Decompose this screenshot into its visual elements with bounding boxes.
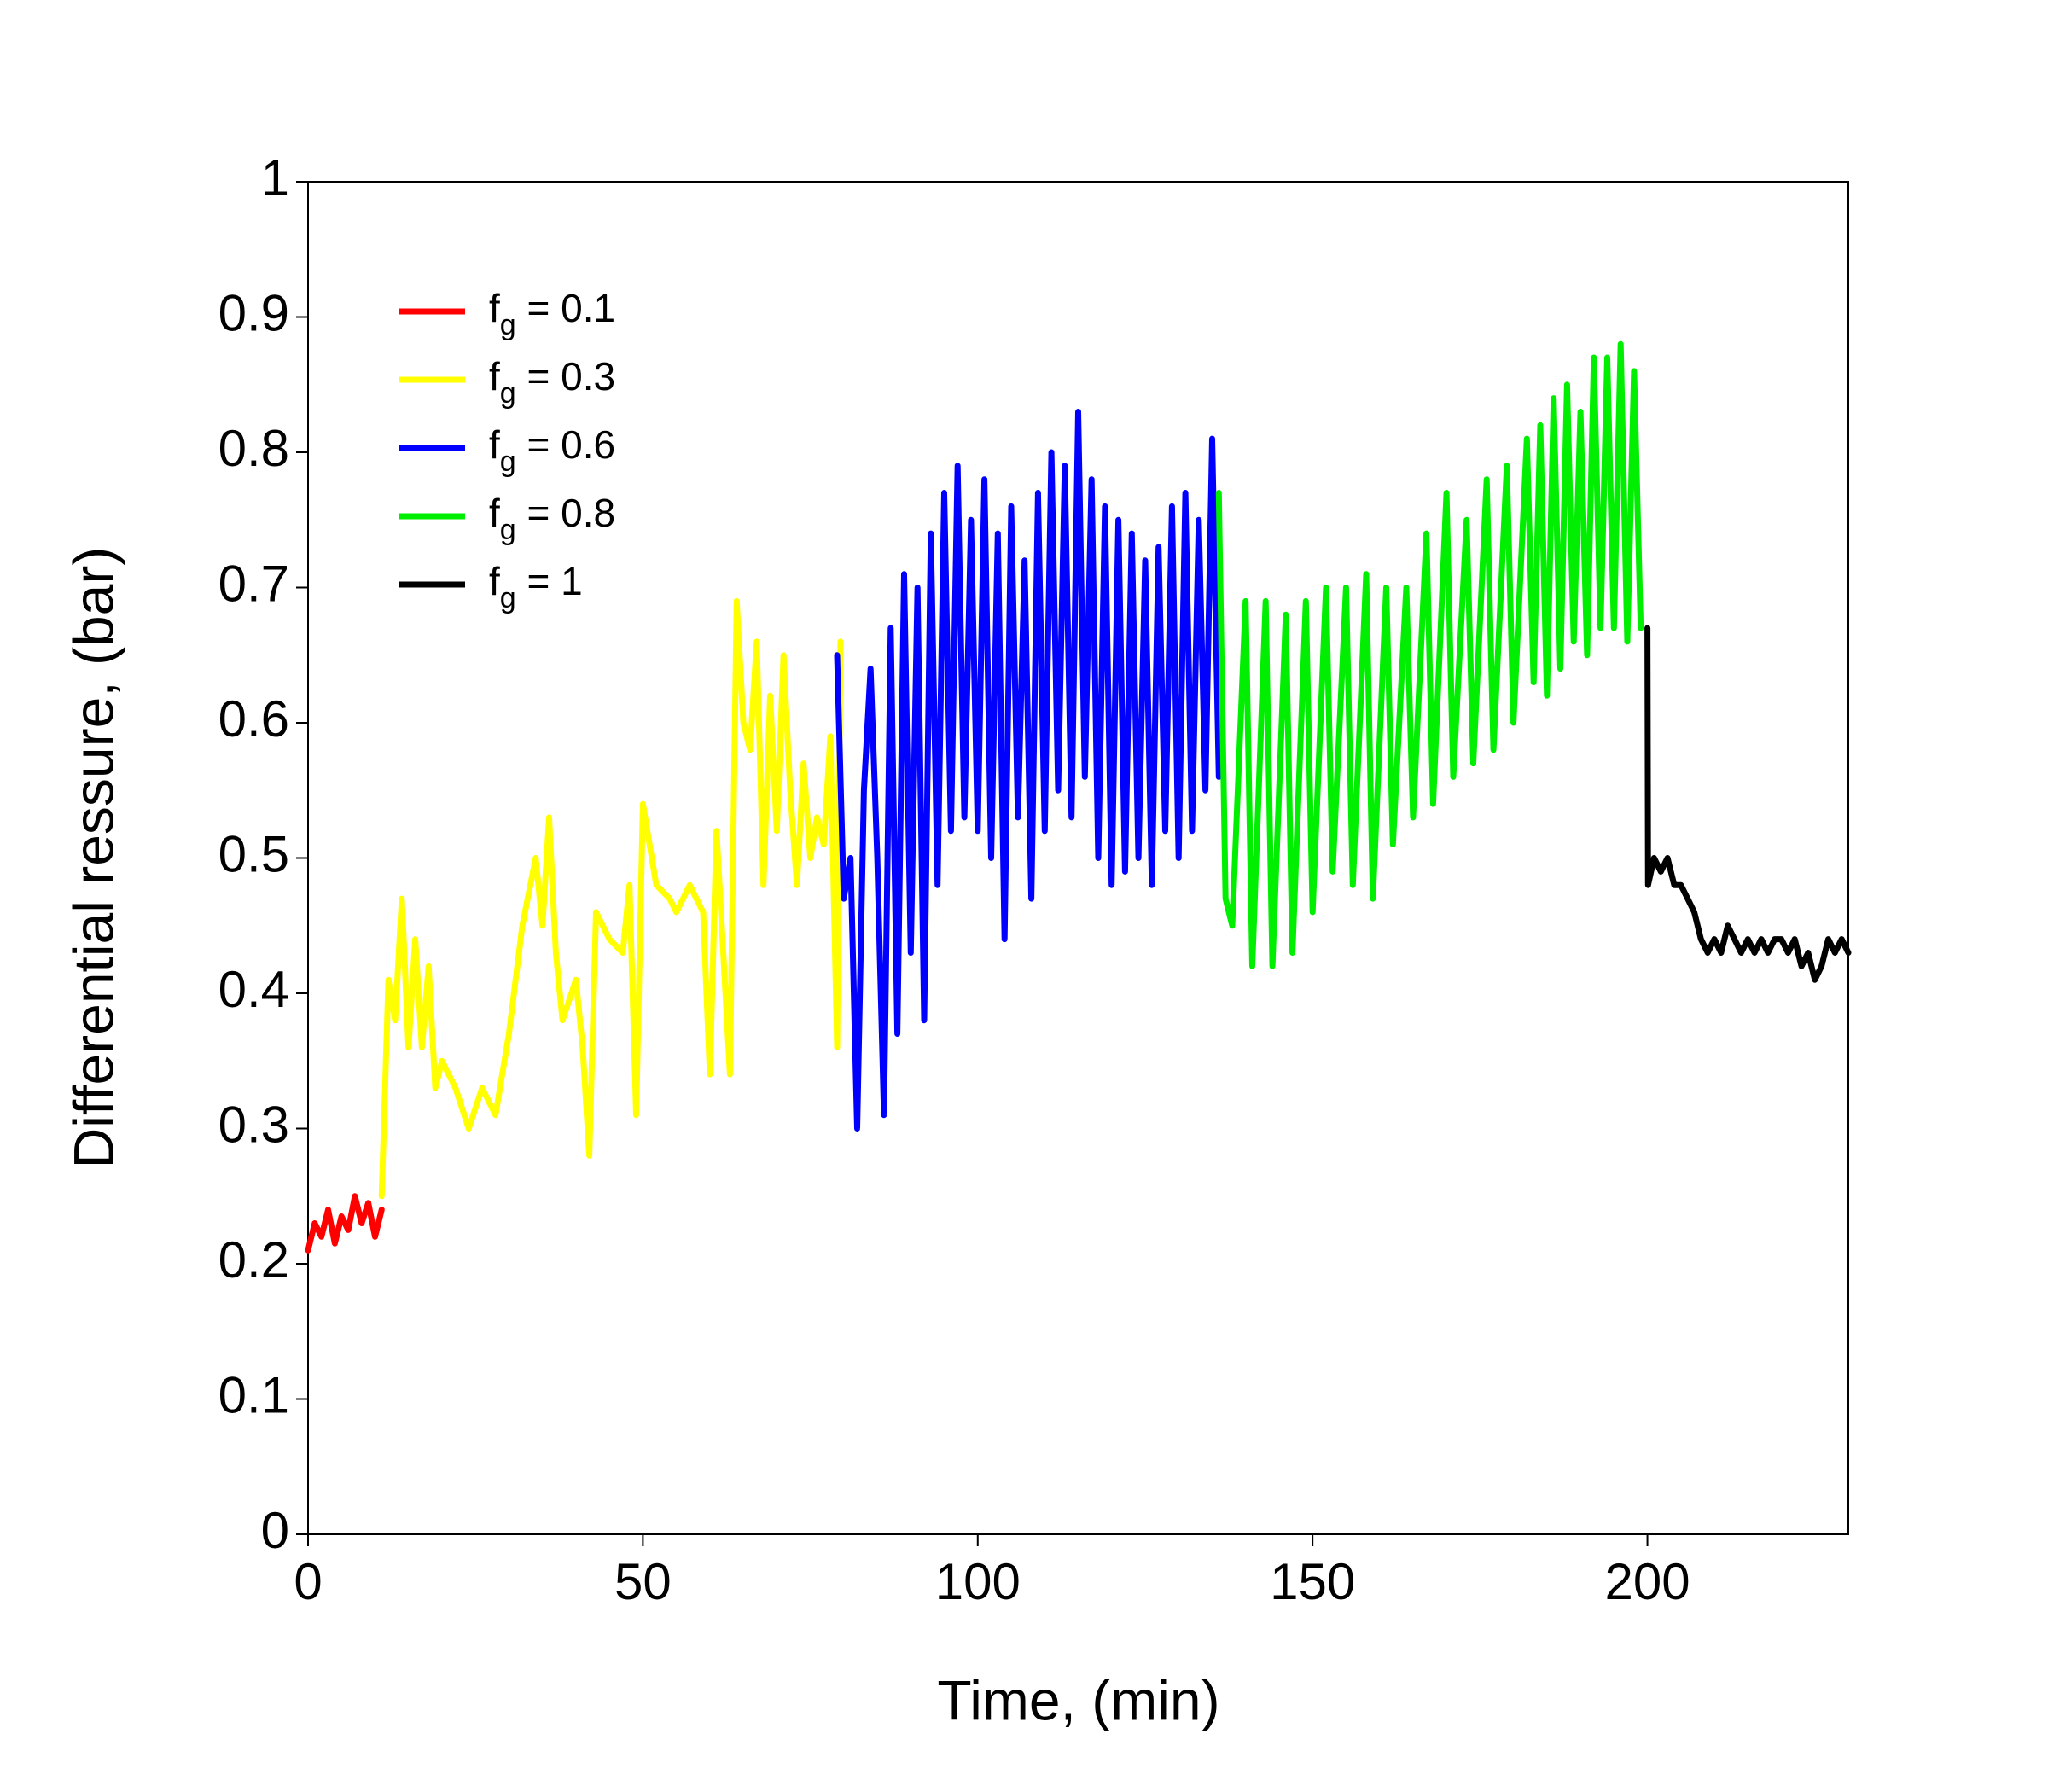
y-tick-label: 0.3 (218, 1096, 289, 1153)
legend-label: fg = 1 (489, 559, 583, 614)
legend-label-part: = 0.1 (516, 286, 615, 330)
legend-label-part: g (500, 377, 516, 410)
y-tick-label: 0.9 (218, 284, 289, 341)
x-axis-title: Time, (min) (937, 1668, 1219, 1731)
y-tick-label: 0.4 (218, 961, 289, 1018)
legend-label-part: f (489, 354, 500, 399)
legend-label-part: g (500, 582, 516, 614)
legend-label-part: = 0.6 (516, 422, 615, 467)
legend-label-part: = 1 (516, 559, 583, 603)
y-tick-label: 0 (261, 1502, 289, 1559)
legend-label-part: g (500, 514, 516, 546)
data-line (834, 409, 1222, 1132)
x-tick-label: 100 (935, 1553, 1021, 1610)
legend-label: fg = 0.6 (489, 422, 615, 478)
data-line (1644, 625, 1852, 983)
legend-label-part: = 0.3 (516, 354, 615, 399)
y-tick-label: 0.6 (218, 690, 289, 748)
legend-label-part: f (489, 422, 500, 467)
legend-label-part: f (489, 491, 500, 535)
x-tick-label: 150 (1270, 1553, 1355, 1610)
x-tick-label: 0 (294, 1553, 322, 1610)
x-tick-label: 50 (614, 1553, 672, 1610)
y-tick-label: 0.7 (218, 555, 289, 612)
x-tick-label: 200 (1605, 1553, 1690, 1610)
y-tick-label: 0.5 (218, 825, 289, 882)
legend-label-part: g (500, 309, 516, 341)
legend-label-part: g (500, 445, 516, 478)
data-line (1215, 340, 1644, 969)
legend-label-part: f (489, 559, 500, 603)
data-line (305, 1193, 385, 1254)
legend-label: fg = 0.3 (489, 354, 615, 410)
legend-label: fg = 0.8 (489, 491, 615, 546)
y-tick-label: 0.1 (218, 1366, 289, 1423)
legend-label: fg = 0.1 (489, 286, 615, 341)
data-line (378, 597, 844, 1200)
y-axis-title: Differential ressure, (bar) (61, 547, 125, 1169)
y-tick-label: 0.2 (218, 1231, 289, 1289)
y-tick-label: 0.8 (218, 420, 289, 477)
y-tick-label: 1 (261, 149, 289, 207)
legend-label-part: = 0.8 (516, 491, 615, 535)
legend-label-part: f (489, 286, 500, 330)
